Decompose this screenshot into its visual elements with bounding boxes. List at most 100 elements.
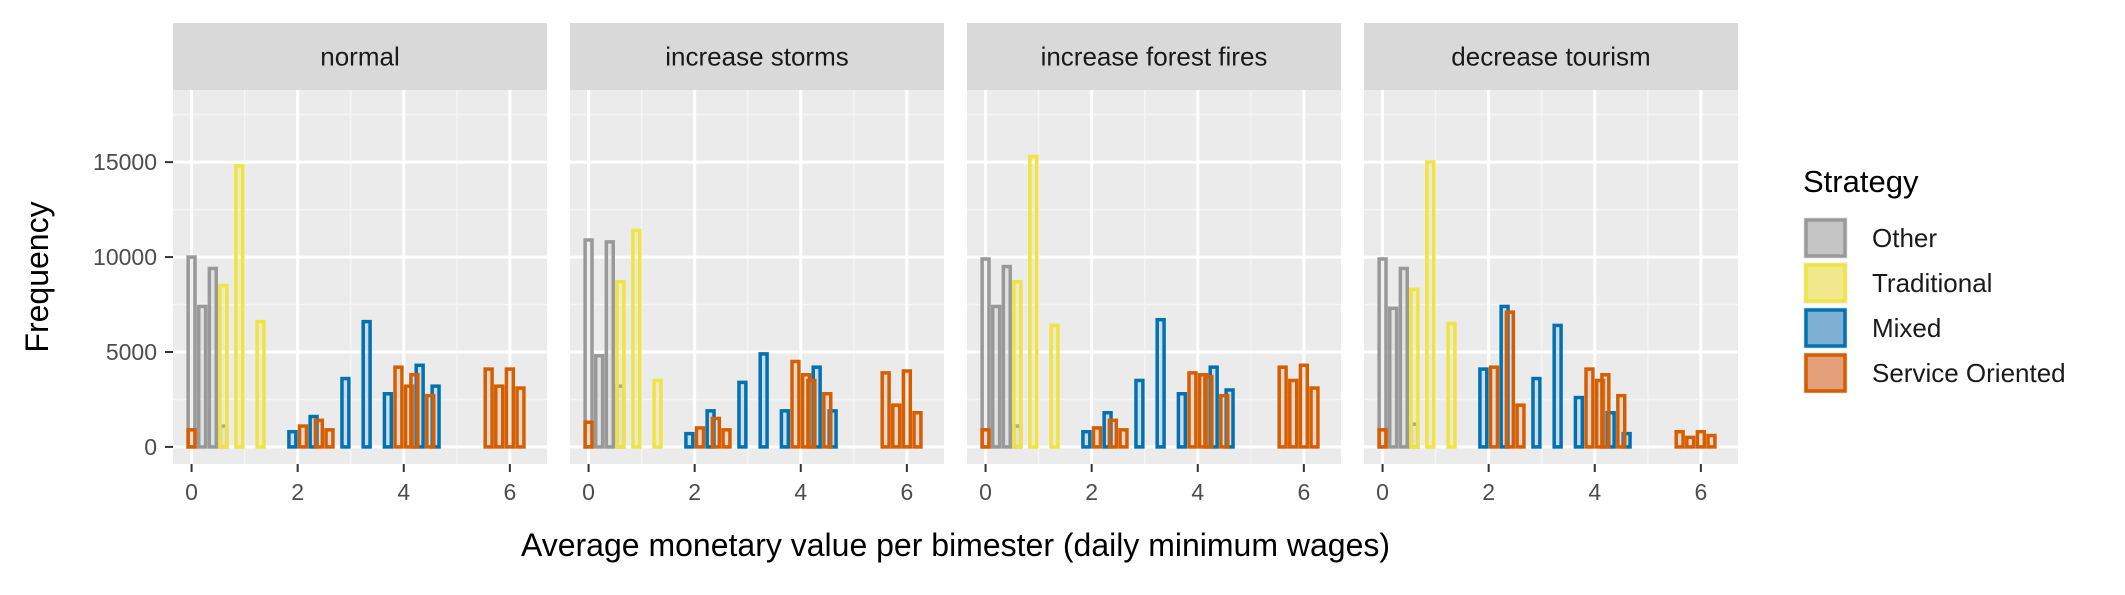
bar-service-oriented <box>1695 429 1707 449</box>
y-tick-label: 15000 <box>93 149 157 175</box>
bar-service-oriented <box>1277 365 1288 449</box>
bar-mixed <box>287 429 298 449</box>
x-tick-label: 2 <box>688 479 701 505</box>
x-tick-label: 2 <box>1482 479 1495 505</box>
bar-traditional <box>1409 287 1420 449</box>
bar-service-oriented <box>1674 429 1685 449</box>
bar-other <box>186 255 197 449</box>
facet-strip-label: decrease tourism <box>1451 42 1650 72</box>
bar-service-oriented <box>1685 435 1696 449</box>
facet-strip-label: increase storms <box>665 42 849 72</box>
bar-traditional <box>218 283 229 449</box>
legend-label: Traditional <box>1872 268 1992 298</box>
bar-service-oriented <box>494 384 505 449</box>
x-axis-title: Average monetary value per bimester (dai… <box>521 527 1390 563</box>
legend-label: Service Oriented <box>1872 358 2066 388</box>
bar-traditional <box>255 319 266 449</box>
bar-traditional <box>652 378 663 449</box>
bar-service-oriented <box>583 420 594 449</box>
legend-key-other <box>1804 218 1847 258</box>
x-tick-label: 4 <box>794 479 807 505</box>
bar-service-oriented <box>297 424 309 449</box>
bar-service-oriented <box>901 369 913 449</box>
bar-service-oriented <box>186 428 197 449</box>
bar-service-oriented <box>1118 428 1129 449</box>
bar-other <box>1377 257 1388 449</box>
facet-strip <box>967 23 1341 90</box>
facet-panel-0: normal 0 2 4 6 <box>173 23 547 505</box>
legend-title: Strategy <box>1803 164 1919 199</box>
bar-traditional <box>1028 154 1039 449</box>
bar-mixed <box>382 392 394 449</box>
bar-service-oriented <box>393 365 404 449</box>
bar-other <box>990 304 1002 449</box>
bar-service-oriented <box>790 359 801 449</box>
bar-service-oriented <box>1706 433 1717 449</box>
bar-service-oriented <box>1298 363 1310 449</box>
x-tick-label: 0 <box>185 479 198 505</box>
bar-service-oriented <box>1219 393 1230 449</box>
facet-panel-2: increase forest fires 0 2 4 6 <box>967 23 1341 505</box>
bar-service-oriented <box>980 428 991 449</box>
bar-other <box>604 240 615 449</box>
bar-mixed <box>1531 376 1542 449</box>
legend-label: Mixed <box>1872 313 1941 343</box>
bar-mixed <box>340 376 351 449</box>
bar-mixed <box>1478 367 1489 449</box>
bar-service-oriented <box>409 373 420 449</box>
bar-mixed <box>1134 378 1145 449</box>
x-tick-label: 0 <box>979 479 992 505</box>
x-tick-label: 4 <box>1588 479 1601 505</box>
legend-label: Other <box>1872 223 1937 253</box>
bar-traditional <box>1446 321 1457 449</box>
bar-service-oriented <box>1504 310 1516 449</box>
legend-key-service-oriented <box>1804 353 1847 393</box>
x-tick-label: 4 <box>1191 479 1204 505</box>
bar-service-oriented <box>1091 426 1103 449</box>
facet-strip-label: increase forest fires <box>1041 42 1268 72</box>
x-tick-label: 0 <box>582 479 595 505</box>
bar-mixed <box>1081 429 1092 449</box>
bar-mixed <box>737 380 748 449</box>
bar-service-oriented <box>324 428 335 449</box>
x-tick-label: 6 <box>900 479 913 505</box>
x-tick-label: 2 <box>291 479 304 505</box>
x-tick-label: 6 <box>503 479 516 505</box>
legend: Strategy Other Traditional Mixed Service Ori… <box>1803 164 2066 394</box>
bar-mixed <box>1573 395 1585 449</box>
bar-service-oriented <box>483 367 494 449</box>
bar-mixed <box>758 352 769 449</box>
bar-service-oriented <box>1515 403 1526 449</box>
bar-other <box>1001 264 1012 449</box>
facet-panel-1: increase storms 0 2 4 6 <box>570 23 944 505</box>
bar-mixed <box>684 431 695 449</box>
bar-mixed <box>1155 317 1166 449</box>
bar-mixed <box>1176 392 1188 449</box>
bar-mixed <box>361 319 372 449</box>
bar-mixed <box>779 409 791 449</box>
bar-other <box>196 304 208 449</box>
facet-strip <box>173 23 547 90</box>
y-axis-title: Frequency <box>19 201 55 352</box>
bar-service-oriented <box>1616 393 1627 449</box>
bar-service-oriented <box>912 410 923 449</box>
bar-traditional <box>1425 160 1436 449</box>
bar-service-oriented <box>694 426 706 449</box>
facet-strip <box>570 23 944 90</box>
bar-other <box>1398 266 1409 449</box>
bar-service-oriented <box>425 393 436 449</box>
bar-service-oriented <box>1584 367 1595 449</box>
bar-traditional <box>631 228 642 449</box>
bar-service-oriented <box>710 416 722 449</box>
bar-service-oriented <box>504 367 516 449</box>
bar-service-oriented <box>891 403 902 449</box>
bar-service-oriented <box>515 386 526 449</box>
y-tick-label: 5000 <box>106 339 157 365</box>
x-tick-label: 6 <box>1297 479 1310 505</box>
facet-panel-3: decrease tourism 0 2 4 6 <box>1364 23 1738 505</box>
bar-mixed <box>1552 323 1563 449</box>
x-tick-label: 6 <box>1694 479 1707 505</box>
bar-service-oriented <box>1107 418 1119 449</box>
